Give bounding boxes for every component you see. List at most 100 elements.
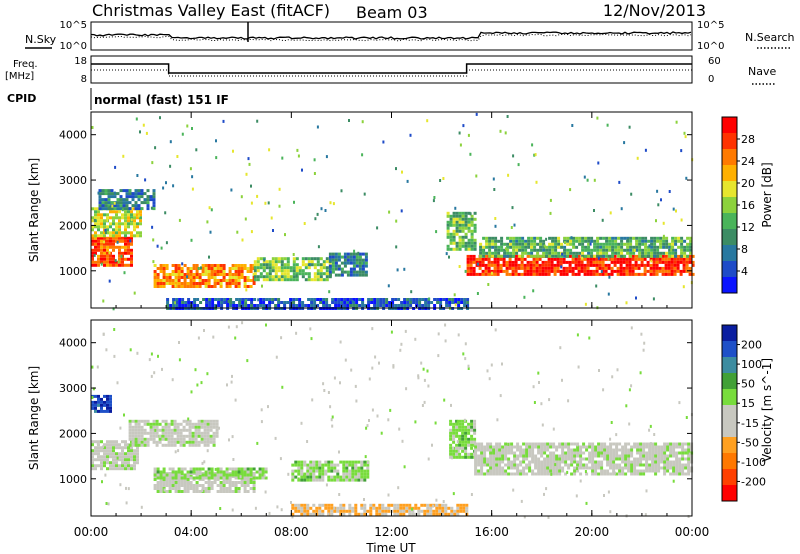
power-cell (509, 245, 513, 249)
vel-cell (195, 467, 199, 471)
power-sparse-cell (685, 176, 688, 180)
power-cell (676, 269, 680, 273)
power-cell (568, 269, 572, 273)
power-cell (625, 263, 629, 267)
power-cell (551, 245, 555, 249)
power-cell (133, 222, 136, 226)
vel-sparse-cell (203, 329, 205, 332)
power-cell (253, 275, 257, 279)
vel-cell (264, 467, 268, 471)
power-cell (674, 239, 678, 243)
power-cell (162, 264, 166, 267)
vel-sparse-cell (371, 327, 374, 331)
vel-cell (94, 409, 97, 413)
power-cell (622, 257, 626, 261)
power-cell (133, 219, 136, 223)
power-sparse-cell (633, 248, 636, 252)
power-cell (175, 301, 179, 304)
power-cell (637, 257, 641, 261)
vel-cell (109, 467, 112, 471)
vel-cell (621, 469, 625, 473)
power-cell (448, 304, 452, 307)
vel-cell (585, 448, 589, 452)
vel-sparse-cell (371, 366, 374, 370)
vel-cell (555, 457, 559, 461)
vel-cell (549, 445, 553, 449)
power-sparse-cell (510, 226, 513, 229)
power-cell (548, 251, 552, 255)
vel-cell (636, 442, 640, 446)
power-cell (358, 298, 362, 301)
vel-cell (249, 470, 253, 474)
power-colorbar-swatch (722, 117, 737, 134)
vel-cell (495, 463, 499, 467)
power-sparse-cell (593, 209, 595, 212)
vel-colorbar-swatch (722, 357, 737, 374)
vel-cell (103, 403, 106, 407)
vel-cell (342, 509, 346, 513)
power-cell (109, 222, 112, 226)
power-cell (458, 229, 462, 233)
power-cell (109, 257, 112, 261)
power-cell (590, 248, 594, 252)
power-cell (493, 269, 497, 273)
power-cell (644, 239, 648, 243)
power-cell (661, 266, 665, 270)
power-cell (166, 301, 170, 304)
power-cell (664, 254, 668, 258)
power-sparse-cell (607, 292, 610, 296)
vel-cell (177, 490, 181, 493)
power-cell (650, 236, 654, 240)
vel-cell (112, 455, 115, 459)
power-cell (581, 251, 585, 255)
power-cell (452, 232, 456, 236)
vel-cell (243, 473, 247, 477)
power-cell (130, 242, 133, 246)
vel-cell (473, 428, 477, 432)
power-cell (177, 273, 181, 276)
power-cell (183, 273, 187, 276)
power-cell (280, 275, 284, 279)
power-sparse-cell (267, 201, 270, 205)
power-cell (581, 236, 585, 240)
vel-sparse-cell (376, 414, 379, 418)
power-cell (91, 254, 94, 258)
power-cell (180, 276, 184, 279)
power-cell (271, 263, 275, 267)
vel-cell (546, 472, 550, 476)
vel-cell (555, 463, 559, 467)
power-cell (271, 257, 275, 261)
vel-cell (591, 466, 595, 470)
power-cell (662, 239, 666, 243)
power-cell (208, 304, 212, 307)
vel-sparse-cell (613, 471, 616, 475)
vel-sparse-cell (350, 368, 353, 372)
power-cell (103, 248, 106, 252)
vel-cell (461, 437, 465, 441)
vel-cell (498, 460, 502, 464)
vel-cell (639, 454, 643, 458)
vel-cell (197, 434, 201, 438)
power-sparse-cell (104, 231, 107, 234)
vel-cell (94, 452, 97, 456)
power-sparse-cell (481, 249, 484, 253)
power-cell (533, 236, 537, 240)
vel-sparse-cell (330, 418, 333, 422)
power-cell (121, 260, 124, 264)
vel-cell (393, 509, 397, 513)
power-cell (140, 195, 144, 199)
power-sparse-cell (151, 225, 154, 229)
power-cell (445, 298, 449, 301)
power-cell (500, 254, 504, 258)
vel-cell (168, 467, 172, 471)
vel-cell (549, 469, 553, 473)
vel-sparse-cell (537, 371, 540, 375)
vel-cell (537, 466, 541, 470)
vel-sparse-cell (327, 391, 330, 394)
vel-cell (438, 512, 442, 516)
power-cell (628, 263, 632, 267)
vel-cell (204, 487, 208, 490)
power-cell (124, 231, 127, 235)
vel-cell (121, 449, 124, 453)
vel-cell (234, 473, 238, 477)
